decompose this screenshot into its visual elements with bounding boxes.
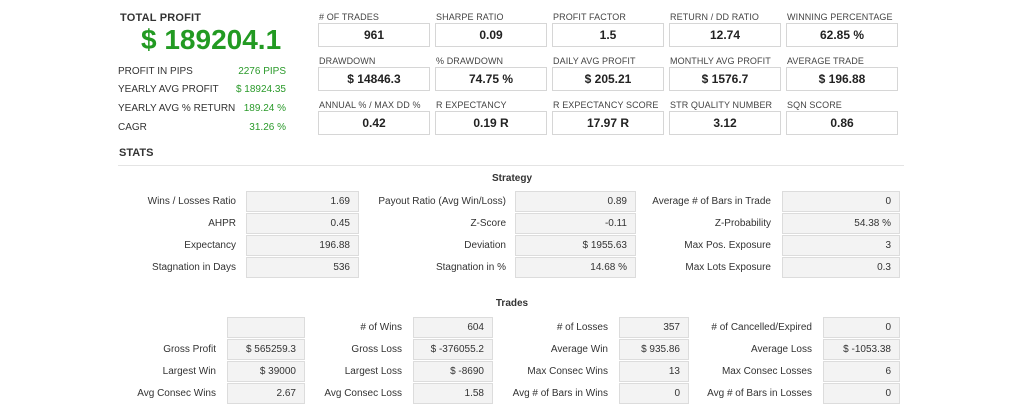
- stat-value: 0: [782, 191, 900, 212]
- trade-label: Max Consec Losses: [721, 366, 812, 377]
- trade-label: Average Win: [550, 344, 608, 355]
- summary-value: 2276 PIPS: [238, 66, 286, 77]
- metric-value: 74.75 %: [435, 67, 547, 91]
- metric-label: ANNUAL % / MAX DD %: [319, 100, 421, 110]
- metric-label: AVERAGE TRADE: [787, 56, 864, 66]
- summary-label: YEARLY AVG PROFIT: [118, 84, 219, 95]
- trade-value: 0: [619, 383, 689, 404]
- trade-label: Avg Consec Loss: [324, 388, 402, 399]
- total-profit-value: $ 189204.1: [141, 24, 282, 55]
- metric-label: SQN SCORE: [787, 100, 842, 110]
- summary-label: CAGR: [118, 122, 147, 133]
- metric-value: 17.97 R: [552, 111, 664, 135]
- stat-label: Stagnation in Days: [152, 262, 236, 273]
- trade-label: Max Consec Wins: [527, 366, 608, 377]
- trade-value: 0: [823, 317, 900, 338]
- metric-value: 1.5: [552, 23, 664, 47]
- summary-label: YEARLY AVG % RETURN: [118, 103, 236, 114]
- metric-label: DRAWDOWN: [319, 56, 376, 66]
- stat-label: Z-Score: [470, 218, 506, 229]
- metric-label: R EXPECTANCY: [436, 100, 507, 110]
- trade-value: 604: [413, 317, 493, 338]
- metric-value: 3.12: [669, 111, 781, 135]
- trade-value: 0: [823, 383, 900, 404]
- stat-label: Max Pos. Exposure: [684, 240, 771, 251]
- metric-value: 12.74: [669, 23, 781, 47]
- summary-value: 31.26 %: [249, 122, 286, 133]
- trade-label: Avg Consec Wins: [137, 388, 216, 399]
- stat-label: Expectancy: [184, 240, 236, 251]
- metric-value: 0.19 R: [435, 111, 547, 135]
- stat-label: Payout Ratio (Avg Win/Loss): [378, 196, 506, 207]
- trade-value: 13: [619, 361, 689, 382]
- trade-value: $ 565259.3: [227, 339, 305, 360]
- metric-label: RETURN / DD RATIO: [670, 12, 760, 22]
- trade-label: Avg # of Bars in Wins: [512, 388, 608, 399]
- trade-value: 1.58: [413, 383, 493, 404]
- trade-label: Largest Loss: [344, 366, 402, 377]
- stats-title: STATS: [119, 147, 154, 159]
- metric-label: MONTHLY AVG PROFIT: [670, 56, 771, 66]
- trade-label: # of Losses: [556, 322, 608, 333]
- stat-label: AHPR: [208, 218, 236, 229]
- summary-value: 189.24 %: [243, 103, 286, 114]
- trade-value: $ 39000: [227, 361, 305, 382]
- trade-value: [227, 317, 305, 338]
- trade-label: Largest Win: [162, 366, 216, 377]
- trade-label: # of Cancelled/Expired: [711, 322, 812, 333]
- summary-value: $ 18924.35: [235, 84, 286, 95]
- summary-label: PROFIT IN PIPS: [118, 66, 193, 77]
- trade-label: Average Loss: [751, 344, 812, 355]
- total-profit-label: TOTAL PROFIT: [120, 12, 202, 24]
- metric-label: R EXPECTANCY SCORE: [553, 100, 659, 110]
- stat-value: 536: [246, 257, 359, 278]
- metric-value: $ 205.21: [552, 67, 664, 91]
- metric-value: $ 196.88: [786, 67, 898, 91]
- stat-label: Max Lots Exposure: [685, 262, 771, 273]
- trade-value: 6: [823, 361, 900, 382]
- metric-label: WINNING PERCENTAGE: [787, 12, 893, 22]
- trade-value: $ -1053.38: [823, 339, 900, 360]
- stat-label: Wins / Losses Ratio: [147, 196, 236, 207]
- trade-label: Avg # of Bars in Losses: [707, 388, 812, 399]
- stat-value: 3: [782, 235, 900, 256]
- stats-divider: [118, 165, 904, 166]
- stat-value: 1.69: [246, 191, 359, 212]
- metric-label: STR QUALITY NUMBER: [670, 100, 773, 110]
- metric-value: 0.86: [786, 111, 898, 135]
- metric-label: DAILY AVG PROFIT: [553, 56, 636, 66]
- trade-label: Gross Loss: [351, 344, 402, 355]
- trade-value: $ -8690: [413, 361, 493, 382]
- stat-label: Deviation: [464, 240, 506, 251]
- stat-value: 0.89: [515, 191, 636, 212]
- stat-value: -0.11: [515, 213, 636, 234]
- stat-value: 14.68 %: [515, 257, 636, 278]
- trade-label: Gross Profit: [163, 344, 216, 355]
- metric-label: # OF TRADES: [319, 12, 379, 22]
- stat-value: 54.38 %: [782, 213, 900, 234]
- stat-value: 196.88: [246, 235, 359, 256]
- stat-label: Average # of Bars in Trade: [652, 196, 771, 207]
- metric-value: 0.09: [435, 23, 547, 47]
- trade-value: $ 935.86: [619, 339, 689, 360]
- trades-title: Trades: [495, 298, 529, 309]
- metric-value: $ 14846.3: [318, 67, 430, 91]
- stat-label: Stagnation in %: [435, 262, 506, 273]
- metric-label: SHARPE RATIO: [436, 12, 504, 22]
- metric-value: 0.42: [318, 111, 430, 135]
- trade-value: 357: [619, 317, 689, 338]
- trade-label: # of Wins: [360, 322, 402, 333]
- metric-value: $ 1576.7: [669, 67, 781, 91]
- stat-value: 0.3: [782, 257, 900, 278]
- metric-value: 961: [318, 23, 430, 47]
- stat-value: 0.45: [246, 213, 359, 234]
- trade-value: 2.67: [227, 383, 305, 404]
- trade-value: $ -376055.2: [413, 339, 493, 360]
- strategy-title: Strategy: [491, 173, 532, 184]
- metric-value: 62.85 %: [786, 23, 898, 47]
- metric-label: PROFIT FACTOR: [553, 12, 626, 22]
- metric-label: % DRAWDOWN: [436, 56, 504, 66]
- stat-label: Z-Probability: [714, 218, 771, 229]
- stat-value: $ 1955.63: [515, 235, 636, 256]
